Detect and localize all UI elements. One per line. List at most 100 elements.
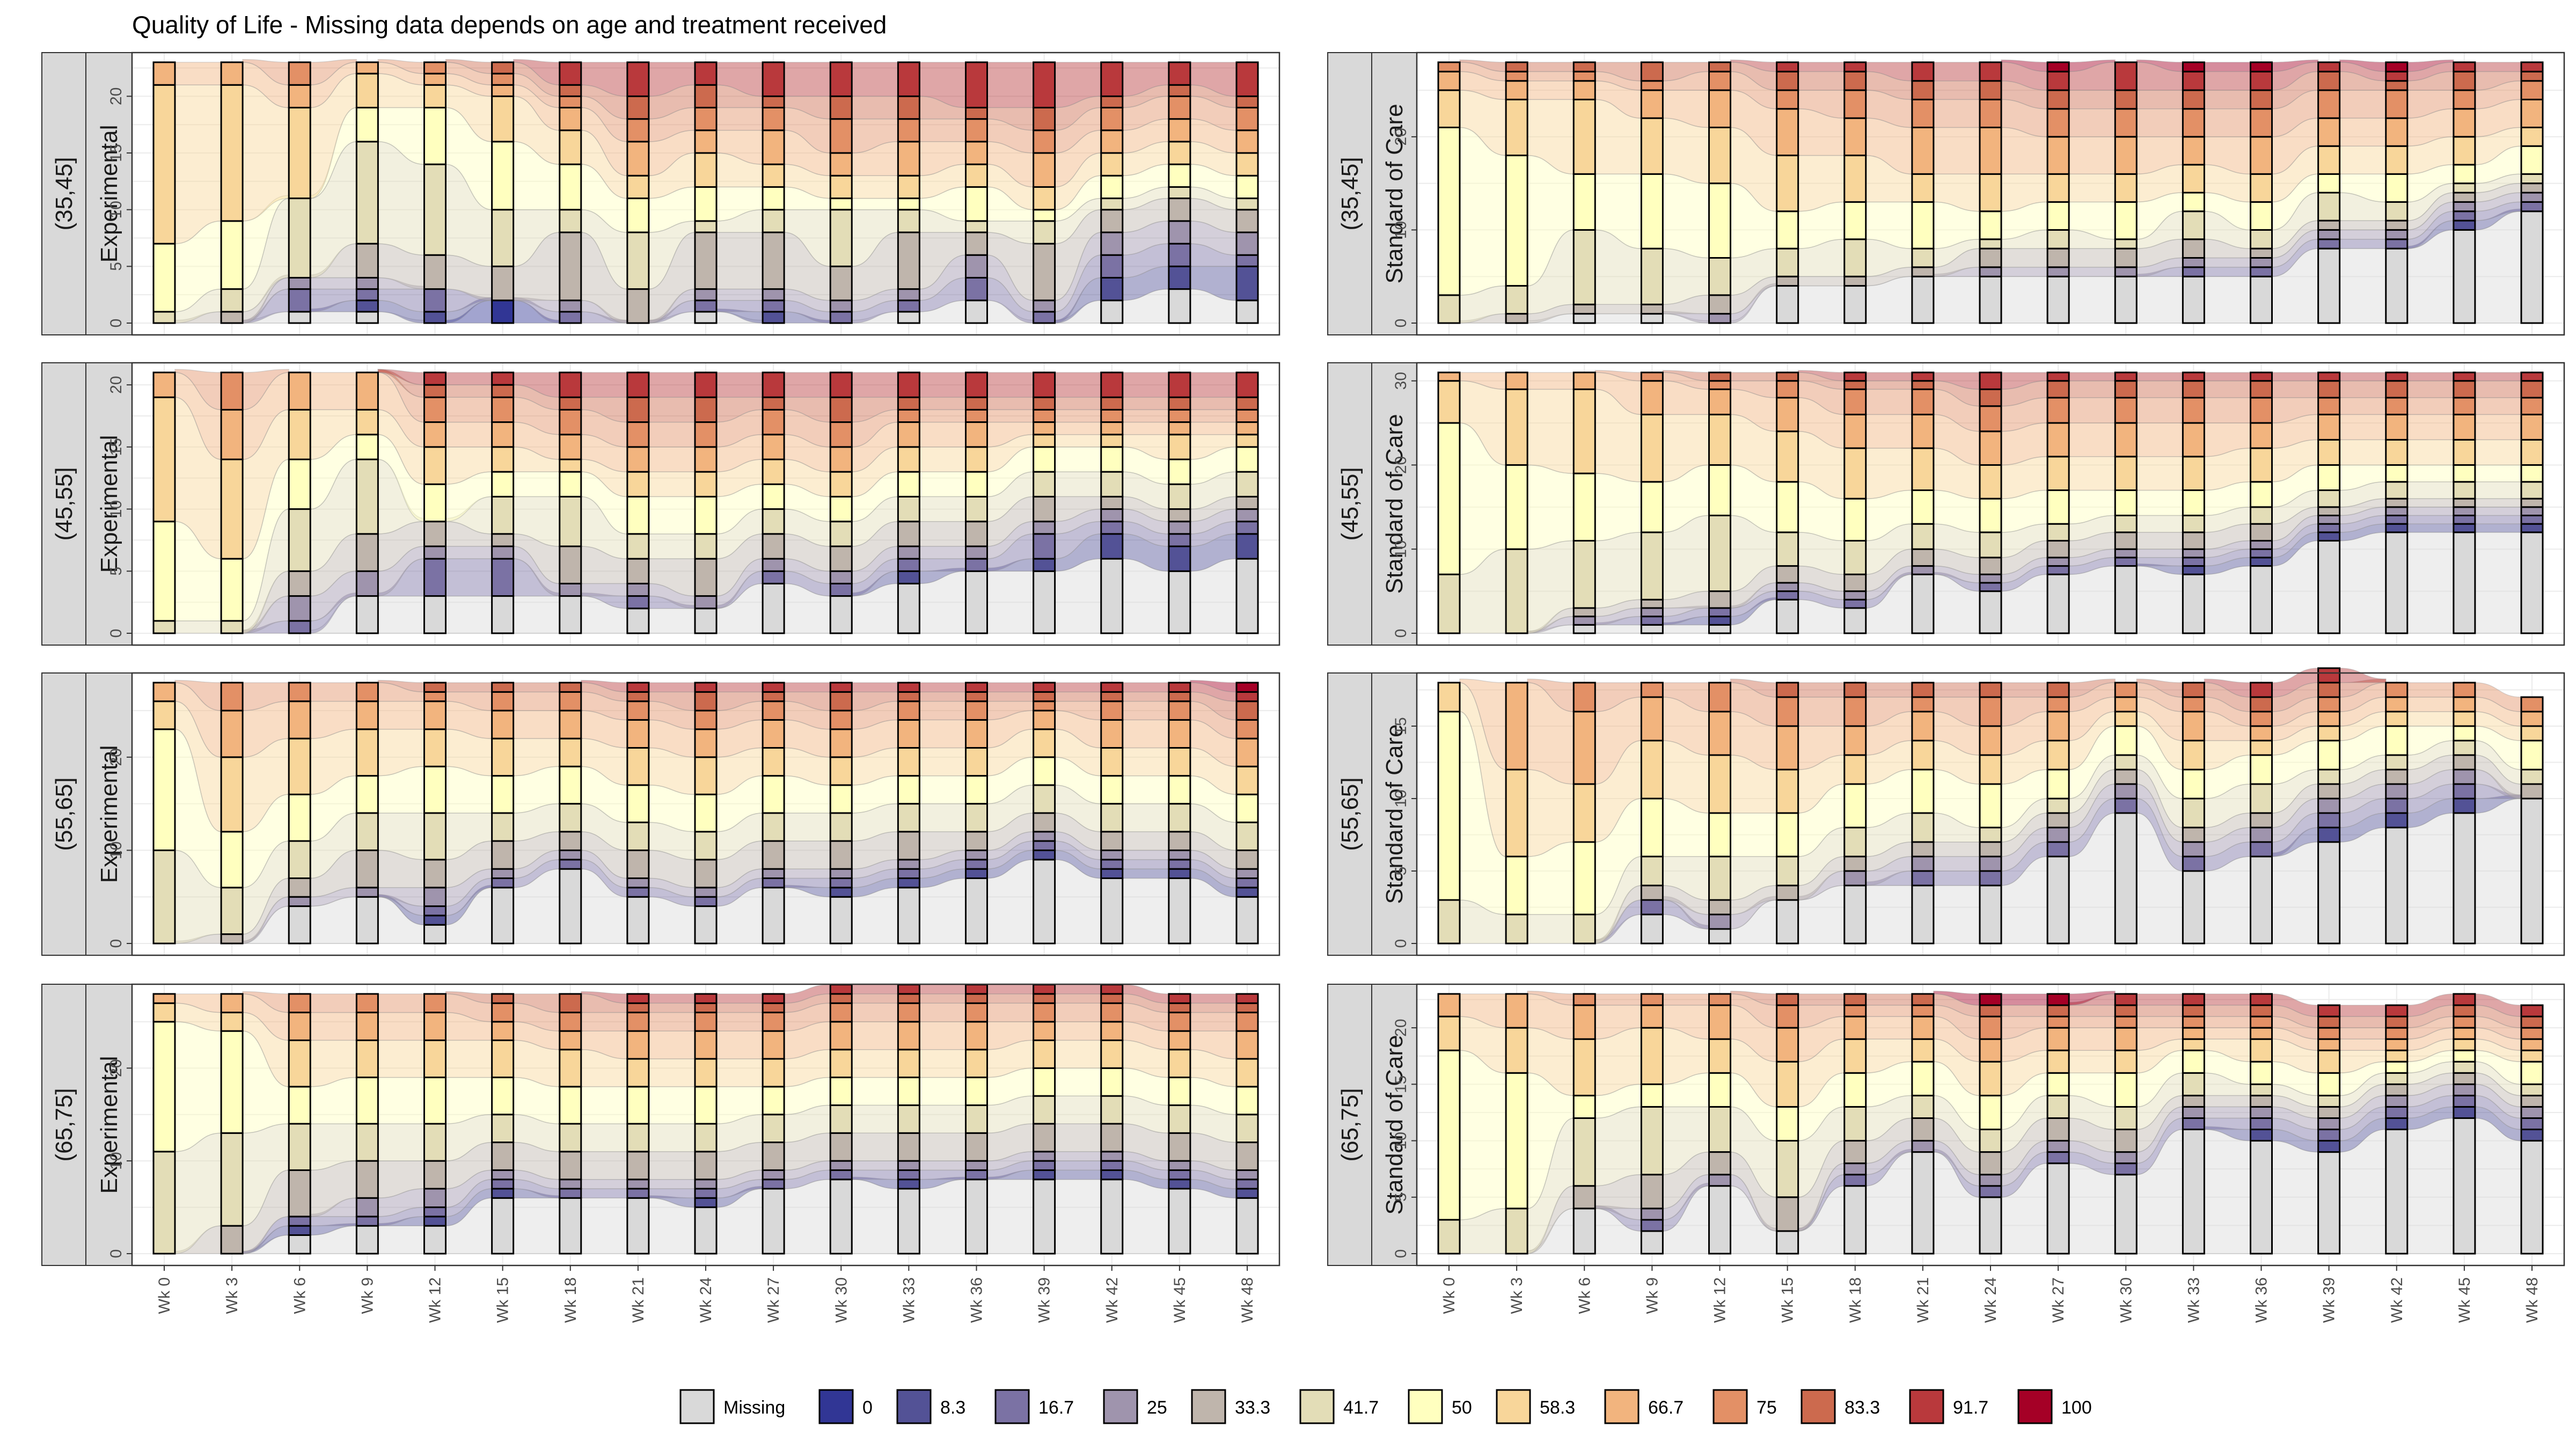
stratum-bar	[2182, 573, 2205, 634]
stratum-bar	[1235, 533, 1259, 560]
stratum-bar	[1033, 849, 1056, 861]
stratum-bar	[2520, 464, 2544, 483]
stratum-bar	[1168, 220, 1191, 245]
stratum-bar	[559, 1012, 582, 1032]
stratum-bar	[1979, 725, 2002, 756]
stratum-bar	[288, 737, 311, 795]
stratum-bar	[965, 849, 988, 861]
stratum-bar	[2114, 1027, 2138, 1051]
stratum-bar	[2182, 1117, 2205, 1131]
flow-band	[919, 1077, 967, 1106]
stratum-bar	[2046, 61, 2070, 72]
stratum-bar	[491, 887, 515, 945]
flow-band	[377, 1077, 425, 1124]
stratum-bar	[559, 831, 582, 851]
stratum-bar	[965, 107, 988, 120]
stratum-bar	[491, 595, 515, 634]
stratum-bar	[491, 61, 515, 75]
stratum-bar	[897, 311, 920, 324]
stratum-bar	[1033, 1123, 1056, 1153]
stratum-bar	[1979, 1004, 2002, 1018]
stratum-bar	[1033, 1039, 1056, 1069]
stratum-bar	[1843, 70, 1867, 91]
flow-band	[648, 1086, 696, 1124]
stratum-bar	[762, 408, 785, 436]
stratum-bar	[1235, 152, 1259, 177]
stratum-bar	[1437, 1219, 1461, 1255]
stratum-bar	[694, 595, 718, 610]
flow-band	[919, 691, 967, 702]
stratum-bar	[2250, 1140, 2273, 1255]
flow-band	[310, 277, 357, 290]
flow-band	[2339, 229, 2387, 240]
flow-band	[2204, 1117, 2251, 1130]
y-tick-label: 15	[107, 438, 125, 456]
stratum-bar	[559, 495, 582, 547]
stratum-bar	[2046, 371, 2070, 382]
flow-band	[1190, 372, 1237, 398]
stratum-bar	[2453, 371, 2476, 382]
stratum-bar	[1640, 598, 1664, 609]
x-tick-label: Wk 39	[1036, 1277, 1053, 1323]
flow-band	[2068, 422, 2116, 457]
stratum-bar	[1168, 877, 1191, 945]
stratum-bar	[1979, 98, 2002, 129]
stratum-bar	[152, 1002, 176, 1023]
flow-band	[1527, 389, 1574, 474]
stratum-bar	[1843, 573, 1867, 592]
stratum-bar	[1979, 405, 2002, 433]
stratum-bar	[2317, 540, 2341, 634]
flow-band	[445, 372, 493, 385]
stratum-bar	[965, 396, 988, 411]
stratum-bar	[694, 1058, 718, 1088]
stratum-bar	[355, 775, 379, 814]
flow-band	[2068, 90, 2116, 109]
stratum-bar	[2520, 711, 2544, 727]
stratum-bar	[829, 471, 853, 497]
stratum-bar	[491, 993, 515, 1004]
stratum-bar	[2182, 89, 2205, 110]
stratum-bar	[1708, 855, 1731, 901]
stratum-bar	[897, 545, 920, 560]
flow-band	[1122, 775, 1169, 804]
flow-band	[648, 1151, 696, 1180]
flow-band	[2475, 372, 2522, 382]
stratum-bar	[1235, 887, 1259, 898]
legend-swatch	[1801, 1389, 1836, 1424]
stratum-bar	[559, 371, 582, 398]
stratum-bar	[1033, 371, 1056, 398]
flow-band	[2068, 108, 2116, 137]
stratum-bar	[220, 1030, 244, 1134]
stratum-bar	[423, 914, 447, 926]
stratum-bar	[2317, 1027, 2341, 1040]
stratum-bar	[694, 311, 718, 324]
x-tick-label: Wk 6	[291, 1277, 309, 1314]
stratum-bar	[897, 174, 920, 200]
stratum-bar	[1437, 127, 1461, 296]
stratum-bar	[559, 311, 582, 324]
col-strip	[1371, 984, 1417, 1266]
stratum-bar	[491, 1021, 515, 1041]
stratum-bar	[2046, 1004, 2070, 1018]
flow-band	[1054, 993, 1102, 1004]
stratum-bar	[1572, 1038, 1596, 1096]
col-strip	[1371, 362, 1417, 646]
stratum-bar	[965, 118, 988, 143]
flow-band	[1054, 471, 1102, 497]
flow-band	[2136, 1016, 2184, 1028]
stratum-bar	[2453, 1027, 2476, 1040]
stratum-bar	[2250, 1027, 2273, 1040]
flow-band	[1865, 1005, 1913, 1017]
flow-band	[2407, 507, 2454, 516]
x-tick-label: Wk 48	[2523, 1277, 2541, 1323]
stratum-bar	[2385, 247, 2409, 324]
stratum-bar	[355, 458, 379, 535]
stratum-bar	[626, 533, 650, 560]
stratum-bar	[1033, 682, 1056, 693]
stratum-bar	[491, 533, 515, 547]
stratum-bar	[2182, 696, 2205, 713]
stratum-bar	[1505, 769, 1528, 858]
stratum-bar	[2046, 89, 2070, 110]
stratum-bar	[2046, 1140, 2070, 1153]
flow-band	[2204, 1016, 2251, 1028]
